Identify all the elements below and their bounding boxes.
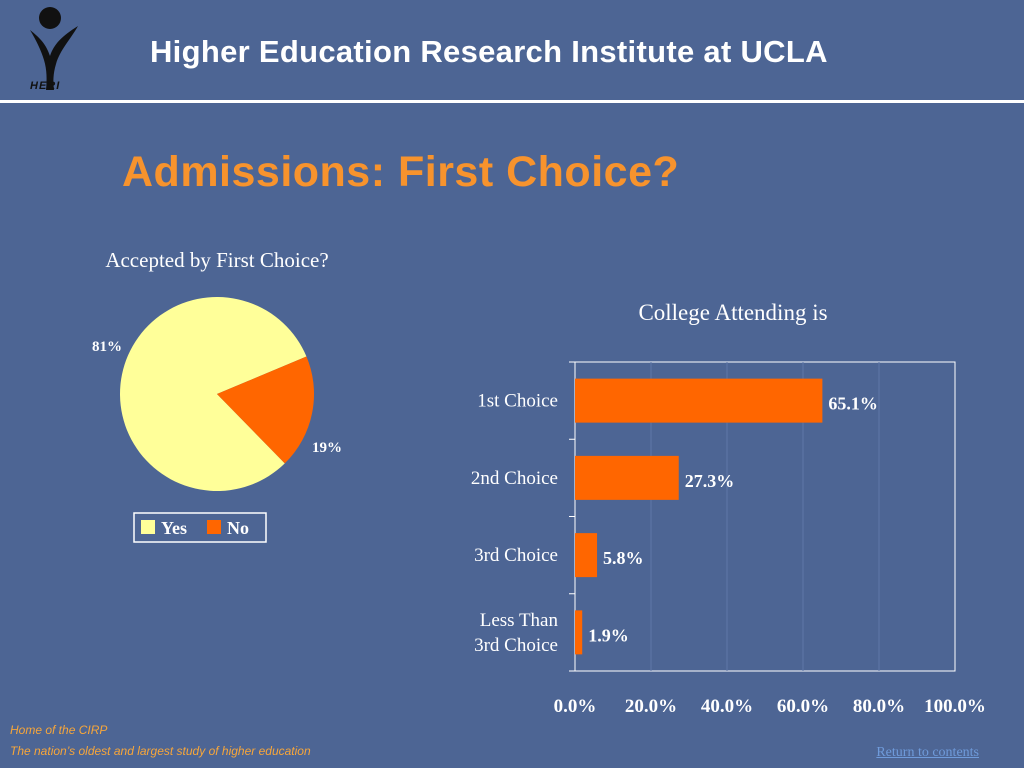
legend-swatch-no (207, 520, 221, 534)
bar-chart-title: College Attending is (638, 300, 827, 325)
x-tick-label: 20.0% (625, 696, 677, 717)
bar-value-label: 5.8% (603, 548, 644, 568)
pie-slice-no (217, 356, 315, 464)
category-label: 2nd Choice (471, 468, 558, 489)
bar-value-label: 1.9% (588, 625, 629, 645)
legend-swatch-yes (141, 520, 155, 534)
slide-title: Admissions: First Choice? (122, 148, 680, 196)
bar-chart: 65.1% 1st Choice 27.3% 2nd Choice 5.8% 3rd Ch… (471, 361, 986, 717)
bar (575, 533, 598, 578)
bar (575, 455, 679, 500)
header-title: Higher Education Research Institute at U… (150, 34, 828, 69)
x-tick-label: 40.0% (701, 696, 753, 717)
heri-logo (30, 7, 78, 90)
category-label: 3rd Choice (474, 545, 558, 566)
footer-tagline: Home of the CIRP (10, 723, 108, 737)
x-tick-label: 80.0% (853, 696, 905, 717)
x-tick-label: 100.0% (924, 696, 986, 717)
legend-label-no: No (227, 518, 249, 538)
x-tick-label: 0.0% (554, 696, 597, 717)
bar-value-label: 27.3% (685, 471, 735, 491)
footer-subtitle: The nation’s oldest and largest study of… (10, 744, 311, 758)
category-label: Less Than (480, 610, 559, 631)
pie-label-yes: 81% (92, 339, 122, 355)
x-tick-label: 60.0% (777, 696, 829, 717)
category-label: 3rd Choice (474, 635, 558, 656)
pie-legend: Yes No (133, 512, 267, 543)
pie-chart (120, 296, 315, 491)
category-label: 1st Choice (477, 391, 558, 412)
legend-label-yes: Yes (161, 518, 187, 538)
logo-text: HERI (30, 80, 61, 92)
pie-slice-yes (120, 296, 307, 491)
bar (575, 610, 583, 655)
return-to-contents-link[interactable]: Return to contents (876, 745, 979, 760)
header-divider (0, 100, 1024, 103)
pie-label-no: 19% (312, 440, 342, 456)
pie-chart-title: Accepted by First Choice? (105, 248, 328, 272)
legend-box (133, 512, 267, 543)
bar-value-label: 65.1% (828, 394, 878, 414)
bar (575, 378, 823, 423)
